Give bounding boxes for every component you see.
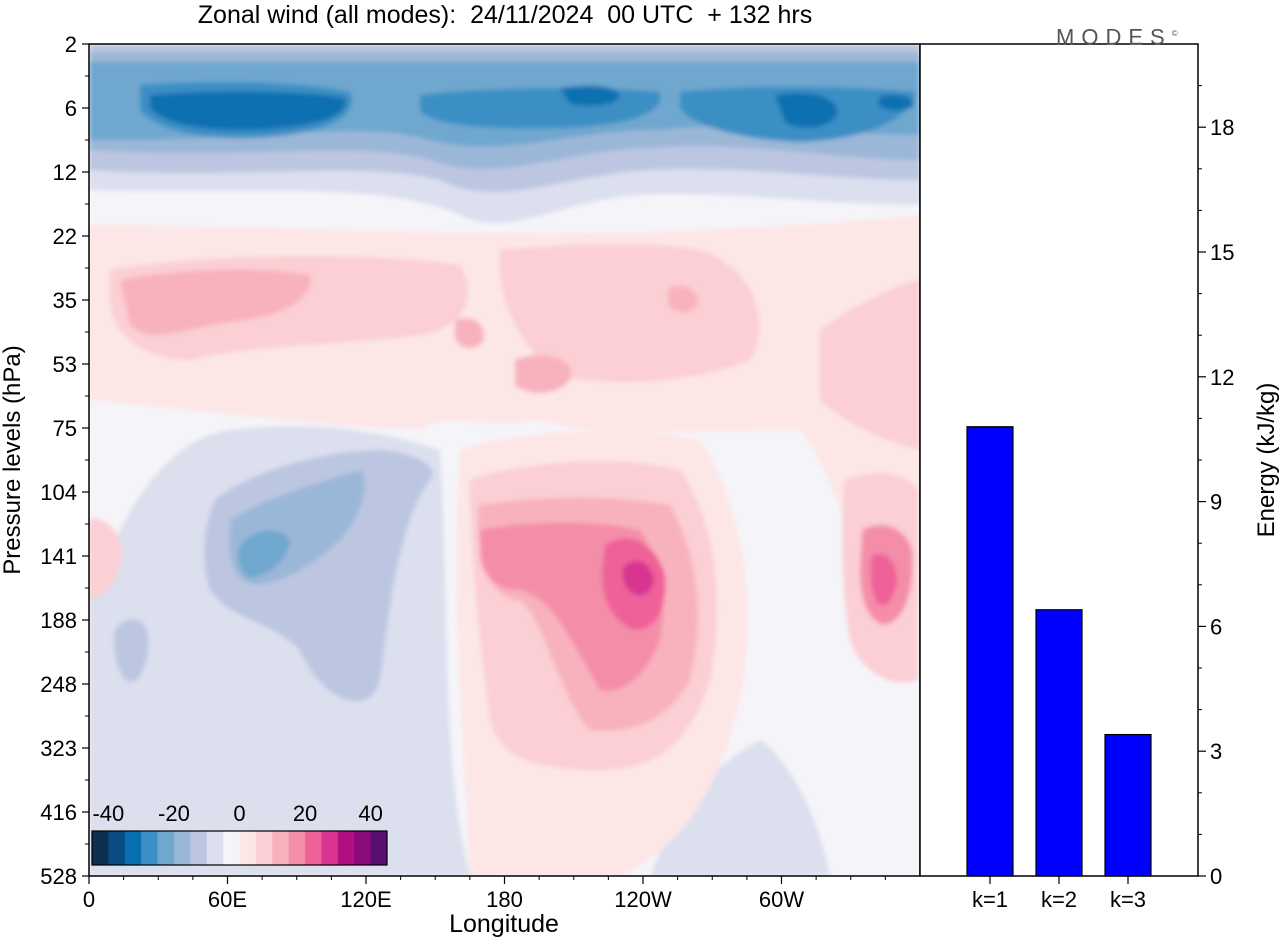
colorbar-swatch [305,831,322,865]
energy-tick-label: 15 [1210,240,1234,265]
y-tick-label: 188 [40,608,77,633]
y-tick-label: 248 [40,672,77,697]
y-tick-label: 141 [40,544,77,569]
energy-bar [1035,609,1083,877]
y-tick-label: 104 [40,480,77,505]
heatmap-region [120,269,311,335]
colorbar-tick-label: 0 [233,801,245,826]
colorbar-tick-label: -40 [92,801,124,826]
heatmap-region [622,560,654,596]
y-tick-label: 22 [53,224,77,249]
x-tick-label: 120W [614,887,672,912]
energy-tick-label: 9 [1210,490,1222,515]
copyright-mark: © [1171,29,1178,38]
y-tick-label: 53 [53,352,77,377]
energy-bar [966,426,1014,877]
colorbar-tick-label: 40 [358,801,382,826]
heatmap-region [650,740,830,876]
y-tick-label: 528 [40,864,77,889]
chart-title: Zonal wind (all modes): 24/11/2024 00 UT… [197,1,813,29]
modes-logo: MODES© [1056,20,1178,51]
colorbar-swatch [255,831,273,865]
energy-tick-label: 6 [1210,614,1222,639]
y-tick-label: 6 [65,96,77,121]
colorbar-swatch [173,831,191,865]
heatmap-region [668,285,699,313]
heatmap-region [775,93,838,128]
heatmap-region [238,530,290,578]
x-axis-label: Longitude [449,910,559,938]
colorbar-swatch [354,831,371,865]
heatmap-region [150,91,346,131]
y-tick-label: 416 [40,800,77,825]
heatmap-region [878,94,914,111]
y-tick-label: 75 [53,416,77,441]
bar-category-label: k=2 [1041,887,1077,912]
colorbar-swatch [370,831,388,865]
colorbar-tick-label: -20 [158,801,190,826]
colorbar-swatch [108,831,126,865]
heatmap-contours [89,44,920,876]
energy-tick-label: 18 [1210,115,1234,140]
x-tick-label: 60E [208,887,247,912]
y-tick-label: 12 [53,160,77,185]
colorbar-swatch [124,831,142,865]
colorbar-swatch [223,831,240,865]
energy-tick-label: 0 [1210,864,1222,889]
colorbar-swatch [206,831,224,865]
colorbar-swatch [141,831,158,865]
energy-tick-label: 3 [1210,739,1222,764]
colorbar-swatch [239,831,257,865]
heatmap-region [500,244,760,383]
energy-bar [1104,733,1152,877]
y-tick-label: 2 [65,32,77,57]
colorbar-swatch [272,831,289,865]
heatmap-region [870,553,897,606]
x-tick-label: 120E [340,887,391,912]
colorbar-tick-label: 20 [293,801,317,826]
pressure-axis: 2 6 12 22 35 53 75 104 141 188 248 323 416 528 [40,32,89,889]
colorbar-swatch [92,831,109,865]
heatmap-region [515,355,572,393]
longitude-axis: 0 60E 120E 180 120W 60W [83,876,886,912]
heatmap-region [89,519,122,600]
heatmap-region [455,318,485,349]
logo-text: MODES [1056,24,1172,50]
x-tick-label: 180 [486,887,523,912]
energy-bars: k=1 k=2 k=3 [966,426,1152,912]
bar-category-label: k=1 [972,887,1008,912]
colorbar-swatch [288,831,306,865]
heatmap-region [820,280,920,450]
y-axis-label-energy: Energy (kJ/kg) [1253,382,1280,538]
y-tick-label: 323 [40,736,77,761]
heatmap-region [113,619,149,682]
colorbar-frame [91,830,388,866]
bar-category-label: k=3 [1110,887,1146,912]
colorbar-swatch [157,831,175,865]
y-tick-label: 35 [53,288,77,313]
colorbar: -40 -20 0 20 40 [91,801,388,866]
x-tick-label: 60W [759,887,804,912]
energy-tick-label: 12 [1210,365,1234,390]
energy-axis: 0 3 6 9 12 15 18 [1198,85,1234,889]
colorbar-swatch [321,831,339,865]
x-tick-label: 0 [83,887,95,912]
colorbar-swatch [190,831,208,865]
y-axis-label-pressure: Pressure levels (hPa) [0,345,26,575]
heatmap-region [560,85,620,106]
colorbar-swatch [337,831,355,865]
